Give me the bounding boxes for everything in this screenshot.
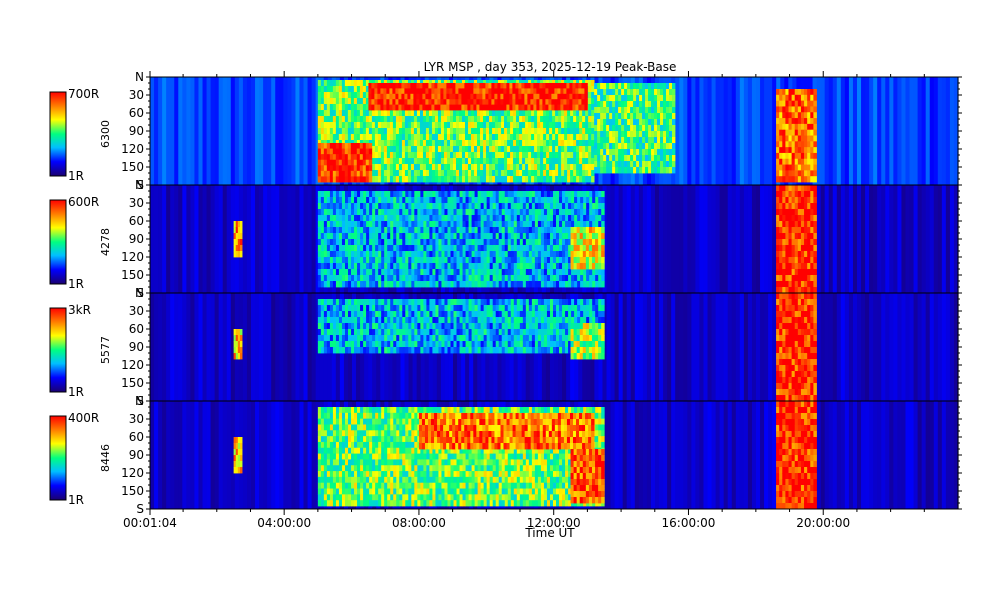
y-tick-label: N <box>135 394 144 408</box>
y-tick-label: S <box>136 394 144 408</box>
y-tick-label: 120 <box>121 358 144 372</box>
y-tick-label: 90 <box>129 232 144 246</box>
y-tick-label: S <box>136 178 144 192</box>
colorbar-1 <box>49 91 67 177</box>
y-tick-label: 30 <box>129 412 144 426</box>
panel-4-event-1 <box>233 437 243 474</box>
colorbar-min-label: 1R <box>68 169 84 183</box>
channel-label: 6300 <box>99 120 112 148</box>
y-tick-label: 150 <box>121 376 144 390</box>
panel-4-event-3 <box>418 413 595 450</box>
channel-label: 8446 <box>99 444 112 472</box>
x-axis-label: Time UT <box>524 526 575 540</box>
panel-1: N 30 60 90 120 150 S 700R 1R 6300 <box>49 70 962 192</box>
y-tick-label: N <box>135 286 144 300</box>
x-tick-label: 20:00:00 <box>796 516 850 530</box>
panel-3-event-4 <box>776 293 817 402</box>
panel-4-event-5 <box>776 401 817 510</box>
colorbar-max-label: 400R <box>68 411 99 425</box>
colorbar-max-label: 700R <box>68 87 99 101</box>
colorbar-4 <box>49 415 67 501</box>
colorbar-min-label: 1R <box>68 277 84 291</box>
y-tick-label: 60 <box>129 430 144 444</box>
panel-3-event-3 <box>570 323 605 360</box>
x-tick-label: 16:00:00 <box>662 516 716 530</box>
panel-2-event-4 <box>776 185 817 294</box>
y-tick-label: 60 <box>129 106 144 120</box>
y-tick-label: N <box>135 70 144 84</box>
panel-1-event-3 <box>368 83 588 111</box>
colorbar-max-label: 3kR <box>68 303 91 317</box>
y-tick-label: 90 <box>129 448 144 462</box>
channel-label: 4278 <box>99 228 112 256</box>
y-tick-label: S <box>136 286 144 300</box>
chart-title: LYR MSP , day 353, 2025-12-19 Peak-Base <box>424 60 677 74</box>
panel-2-event-1 <box>233 221 243 258</box>
y-tick-label: 150 <box>121 484 144 498</box>
panel-1-event-2 <box>317 143 373 183</box>
colorbar-min-label: 1R <box>68 385 84 399</box>
panel-3-event-2 <box>317 299 605 354</box>
y-tick-label: S <box>136 502 144 516</box>
channel-label: 5577 <box>99 336 112 364</box>
panel-2-event-2 <box>317 191 605 288</box>
panel-4-event-4 <box>570 449 605 504</box>
colorbar-max-label: 600R <box>68 195 99 209</box>
x-tick-label: 08:00:00 <box>392 516 446 530</box>
colorbar-2 <box>49 199 67 285</box>
y-tick-label: 60 <box>129 322 144 336</box>
panel-3-event-1 <box>233 329 243 360</box>
y-tick-label: 30 <box>129 196 144 210</box>
panel-1-event-4 <box>594 83 676 174</box>
panel-1-event-5 <box>776 89 817 183</box>
y-tick-label: 120 <box>121 250 144 264</box>
y-tick-label: 90 <box>129 340 144 354</box>
y-tick-label: 150 <box>121 268 144 282</box>
x-tick-label: 04:00:00 <box>257 516 311 530</box>
y-tick-label: 120 <box>121 142 144 156</box>
y-tick-label: 90 <box>129 124 144 138</box>
panel-2: N 30 60 90 120 150 S 600R 1R 4278 <box>49 178 962 300</box>
panel-4: N 30 60 90 120 150 S 400R 1R 8446 <box>49 394 962 516</box>
y-tick-label: 60 <box>129 214 144 228</box>
y-tick-label: 150 <box>121 160 144 174</box>
x-tick-label: 00:01:04 <box>123 516 177 530</box>
panel-2-event-3 <box>570 227 605 270</box>
colorbar-3 <box>49 307 67 393</box>
y-tick-label: 120 <box>121 466 144 480</box>
x-tick-label: 12:00:00 <box>527 516 581 530</box>
panel-3: N 30 60 90 120 150 S 3kR 1R 5577 <box>49 286 962 408</box>
y-tick-label: 30 <box>129 88 144 102</box>
colorbar-min-label: 1R <box>68 493 84 507</box>
y-tick-label: 30 <box>129 304 144 318</box>
y-tick-label: N <box>135 178 144 192</box>
